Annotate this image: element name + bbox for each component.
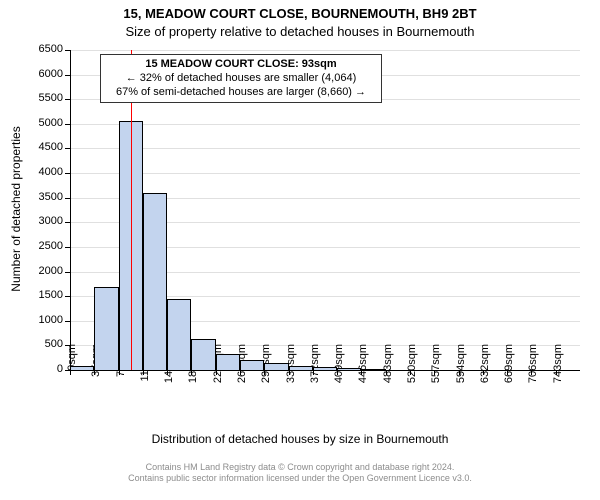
x-tick-label: 669sqm [503,344,515,392]
chart-title-line2: Size of property relative to detached ho… [0,24,600,39]
x-tick-label: 557sqm [430,344,442,392]
x-tick-label: 743sqm [552,344,564,392]
annotation-line1: 15 MEADOW COURT CLOSE: 93sqm [107,58,375,72]
grid-line [70,50,580,51]
grid-line [70,124,580,125]
histogram-bar [167,299,191,370]
annotation-line2: ← 32% of detached houses are smaller (4,… [107,72,375,86]
annotation-box: 15 MEADOW COURT CLOSE: 93sqm← 32% of det… [100,54,382,103]
footer-line1: Contains HM Land Registry data © Crown c… [0,462,600,473]
y-tick-label: 6000 [15,68,63,80]
histogram-bar [216,354,240,370]
y-tick-label: 0 [15,363,63,375]
histogram-bar [264,363,288,370]
x-tick-label: 632sqm [479,344,491,392]
chart-container: { "title_line1": "15, MEADOW COURT CLOSE… [0,0,600,500]
chart-title-line1: 15, MEADOW COURT CLOSE, BOURNEMOUTH, BH9… [0,6,600,21]
footer-line2: Contains public sector information licen… [0,473,600,484]
x-tick-label: 594sqm [455,344,467,392]
histogram-bar [240,360,264,370]
y-axis-line [70,50,71,370]
grid-line [70,148,580,149]
x-tick-label: 706sqm [527,344,539,392]
footer-attribution: Contains HM Land Registry data © Crown c… [0,462,600,484]
histogram-bar [94,287,118,370]
x-axis-line [70,370,580,371]
histogram-bar [191,339,215,370]
histogram-bar [143,193,167,370]
x-axis-label: Distribution of detached houses by size … [0,432,600,446]
y-tick-label: 1000 [15,314,63,326]
y-tick-label: 500 [15,338,63,350]
y-axis-label: Number of detached properties [9,109,23,309]
x-tick-label: 520sqm [406,344,418,392]
grid-line [70,173,580,174]
y-tick-label: 6500 [15,43,63,55]
y-tick-label: 5500 [15,92,63,104]
annotation-line3: 67% of semi-detached houses are larger (… [107,86,375,100]
